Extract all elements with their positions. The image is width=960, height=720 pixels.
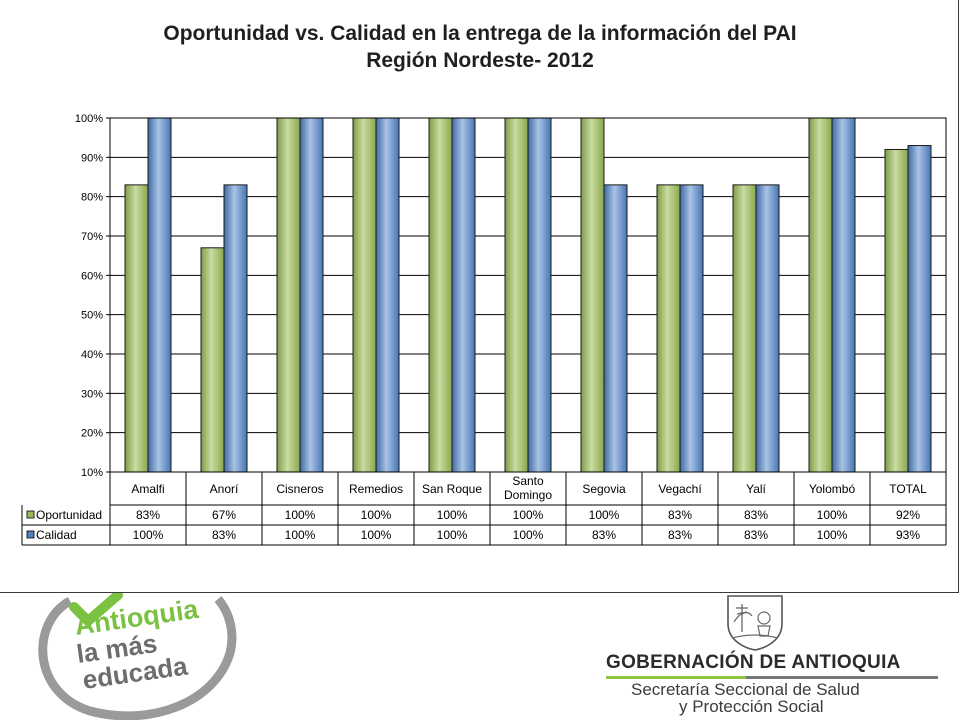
data-label-oportunidad: 100% — [437, 508, 468, 522]
data-label-oportunidad: 100% — [589, 508, 620, 522]
bar-oportunidad-yolombo — [808, 117, 833, 473]
data-label-oportunidad: 100% — [817, 508, 848, 522]
y-tick-label: 70% — [81, 231, 103, 243]
category-label: Santo Domingo — [504, 474, 552, 502]
y-tick-label: 50% — [81, 310, 103, 322]
bar-oportunidad-total — [884, 148, 909, 473]
legend-label-oportunidad: Oportunidad — [36, 508, 102, 522]
data-label-oportunidad: 83% — [668, 508, 692, 522]
y-tick-label: 80% — [81, 192, 103, 204]
secretaria-line1: Secretaría Seccional de Salud — [631, 680, 860, 699]
bar-oportunidad-segovia — [580, 117, 605, 473]
data-label-oportunidad: 83% — [136, 508, 160, 522]
data-label-calidad: 100% — [133, 528, 164, 542]
category-label: Yolombó — [809, 482, 856, 496]
category-label: Yalí — [746, 482, 766, 496]
chart-frame — [0, 0, 959, 593]
gov-divider — [606, 676, 938, 679]
category-label: TOTAL — [889, 482, 927, 496]
data-label-oportunidad: 67% — [212, 508, 236, 522]
category-label: Cisneros — [276, 482, 323, 496]
y-tick-label: 10% — [81, 467, 103, 479]
y-tick-label: 100% — [75, 113, 103, 125]
bar-calidad-san-roque — [451, 117, 476, 473]
secretaria-line2: y Protección Social — [679, 697, 824, 716]
bar-calidad-segovia — [603, 184, 628, 473]
y-tick-label: 40% — [81, 349, 103, 361]
bar-oportunidad-san-roque — [428, 117, 453, 473]
bar-calidad-vegachi — [679, 184, 704, 473]
data-label-oportunidad: 92% — [896, 508, 920, 522]
bar-oportunidad-amalfi — [124, 184, 149, 473]
bar-calidad-yolombo — [831, 117, 856, 473]
legend-label-calidad: Calidad — [36, 528, 77, 542]
data-label-oportunidad: 100% — [361, 508, 392, 522]
bar-oportunidad-santo-domingo — [504, 117, 529, 473]
coat-of-arms-icon — [727, 595, 783, 651]
antioquia-educada-logo: Antioquia la más educada — [38, 593, 237, 720]
category-label: Segovia — [582, 482, 626, 496]
data-label-calidad: 83% — [212, 528, 236, 542]
bar-chart: 10% 20% 30% 40% 50% 60% 70% 80% 90% 100% Amalfi An… — [21, 113, 947, 546]
legend-key-calidad — [26, 530, 35, 539]
bar-oportunidad-remedios — [352, 117, 377, 473]
y-tick-label: 30% — [81, 388, 103, 400]
legend-key-oportunidad — [26, 510, 35, 519]
gobernacion-name: GOBERNACIÓN DE ANTIOQUIA — [606, 652, 901, 673]
bar-oportunidad-cisneros — [276, 117, 301, 473]
y-tick-label: 20% — [81, 428, 103, 440]
category-label: Anorí — [210, 482, 239, 496]
bar-calidad-cisneros — [299, 117, 324, 473]
category-label: Amalfi — [131, 482, 164, 496]
data-label-calidad: 100% — [817, 528, 848, 542]
data-label-oportunidad: 100% — [513, 508, 544, 522]
data-label-calidad: 93% — [896, 528, 920, 542]
category-label: San Roque — [422, 482, 482, 496]
data-label-calidad: 100% — [513, 528, 544, 542]
data-label-oportunidad: 83% — [744, 508, 768, 522]
y-tick-label: 60% — [81, 270, 103, 282]
category-label: Remedios — [349, 482, 403, 496]
data-label-calidad: 100% — [437, 528, 468, 542]
bar-calidad-santo-domingo — [527, 117, 552, 473]
bar-calidad-amalfi — [147, 117, 172, 473]
data-label-calidad: 83% — [668, 528, 692, 542]
y-tick-label: 90% — [81, 152, 103, 164]
chart-title-line1: Oportunidad vs. Calidad en la entrega de… — [163, 22, 797, 45]
data-label-calidad: 83% — [592, 528, 616, 542]
bar-calidad-remedios — [375, 117, 400, 473]
bar-oportunidad-yali — [732, 184, 757, 473]
category-label: Vegachí — [658, 482, 702, 496]
bar-oportunidad-anori — [200, 247, 225, 473]
bar-calidad-yali — [755, 184, 780, 473]
bar-calidad-total — [907, 145, 932, 473]
data-label-calidad: 100% — [361, 528, 392, 542]
bar-calidad-anori — [223, 184, 248, 473]
plot-area — [109, 117, 947, 473]
data-label-calidad: 83% — [744, 528, 768, 542]
chart-title: Oportunidad vs. Calidad en la entrega de… — [0, 20, 960, 74]
bar-oportunidad-vegachi — [656, 184, 681, 473]
data-label-calidad: 100% — [285, 528, 316, 542]
data-label-oportunidad: 100% — [285, 508, 316, 522]
chart-title-line2: Región Nordeste- 2012 — [366, 49, 594, 72]
